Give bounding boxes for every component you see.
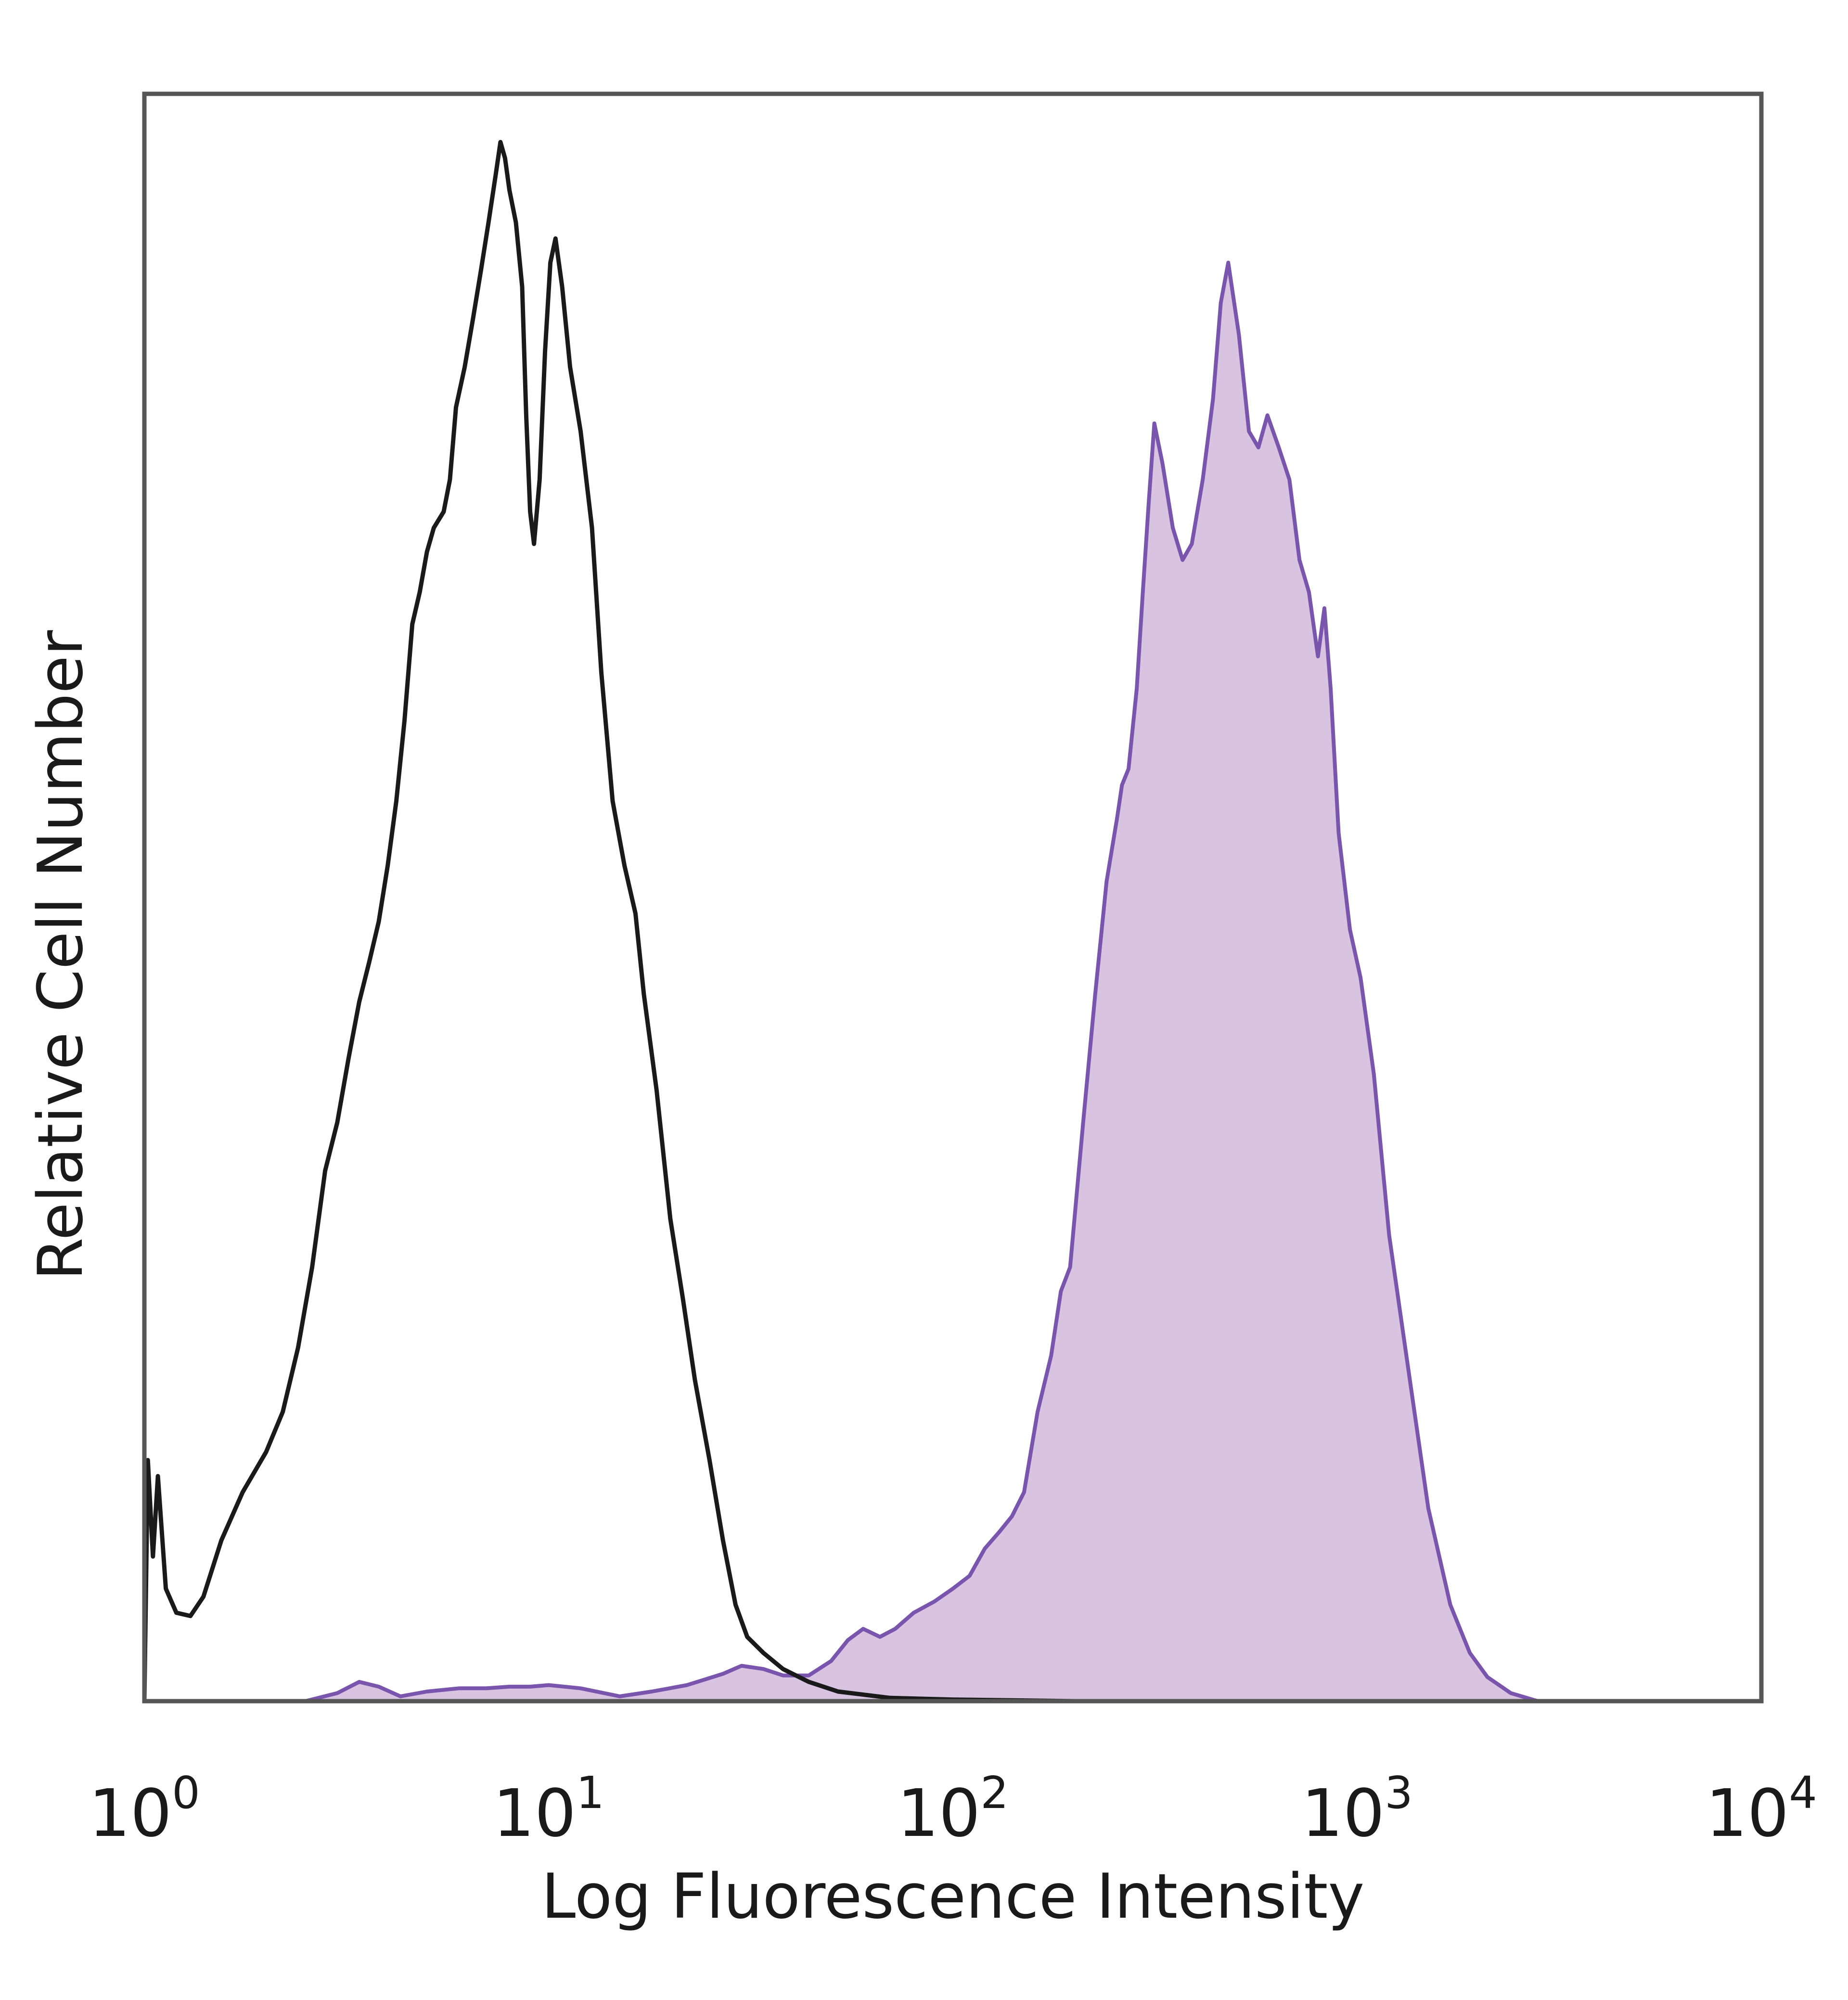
x-tick-label-4: 104 (1706, 1767, 1817, 1852)
series-1-area (144, 262, 1761, 1702)
x-tick-labels: 100 101 102 103 104 (89, 1767, 1817, 1852)
x-tick-label-0: 100 (89, 1767, 200, 1852)
series-0-line (142, 140, 1761, 1704)
series-layer (142, 140, 1761, 1704)
y-axis-title: Relative Cell Number (25, 630, 97, 1280)
plot-frame (142, 91, 1764, 1704)
series-1-line (144, 260, 1761, 1703)
x-tick-label-2: 102 (897, 1767, 1009, 1852)
x-axis-title: Log Fluorescence Intensity (541, 1861, 1364, 1933)
x-tick-label-1: 101 (493, 1767, 604, 1852)
x-tick-label-3: 103 (1301, 1767, 1413, 1852)
